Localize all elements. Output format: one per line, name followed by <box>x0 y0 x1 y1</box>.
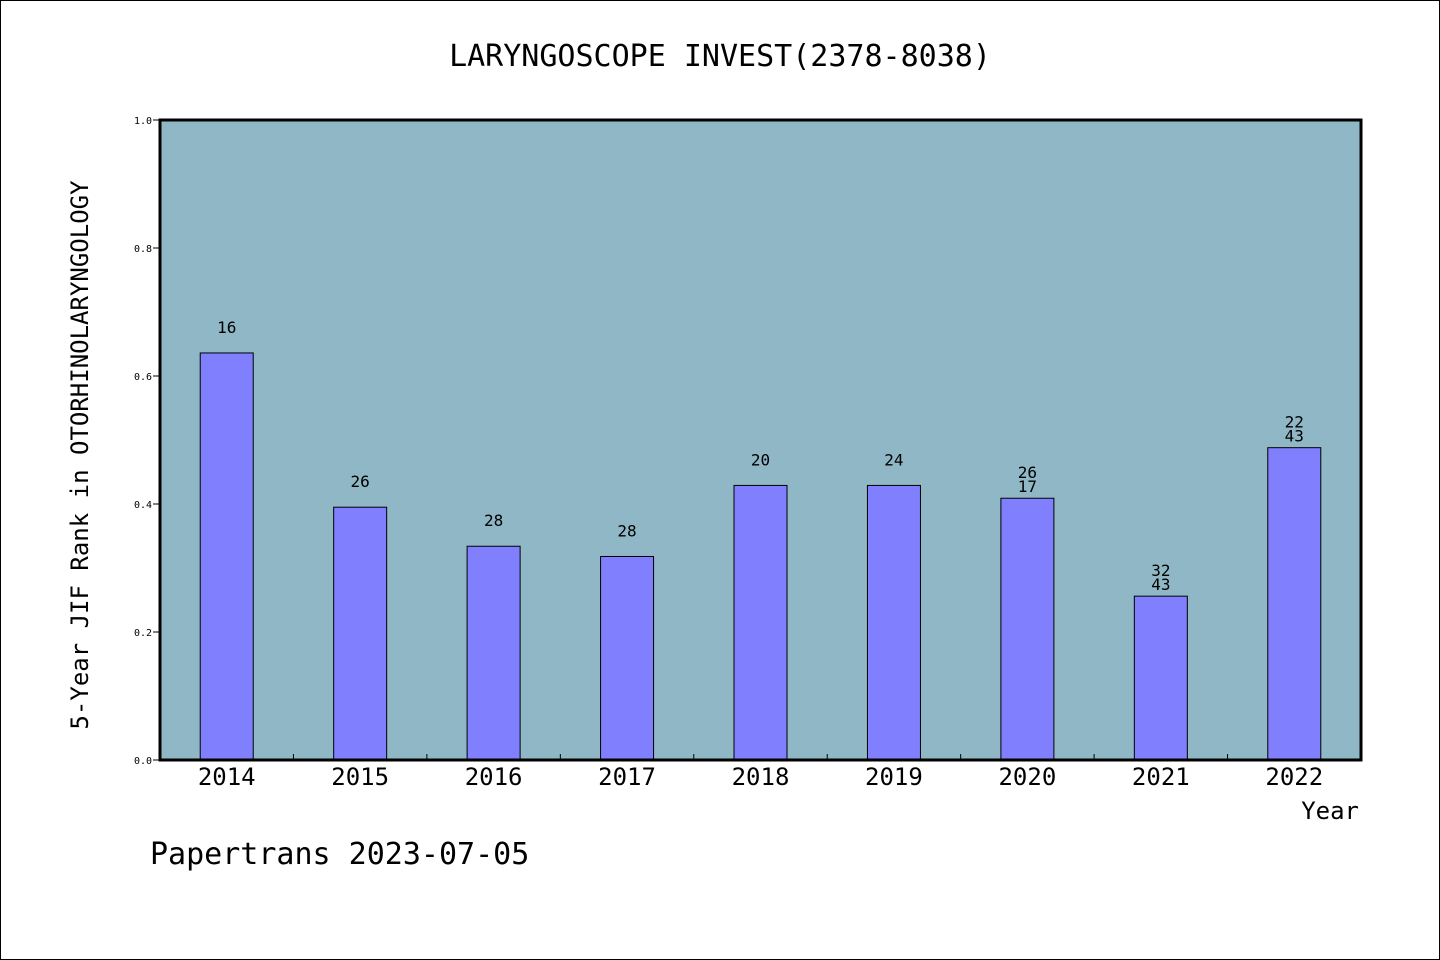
x-tick-label: 2018 <box>732 763 790 791</box>
bar-2016 <box>466 545 521 761</box>
bar-data-label: 20 <box>751 450 770 469</box>
chart-title: LARYNGOSCOPE INVEST(2378-8038) <box>449 39 991 74</box>
bar-data-label: 17 <box>1018 477 1037 496</box>
bar-2022 <box>1267 447 1322 761</box>
bar-data-label: 26 <box>1018 463 1037 482</box>
x-tick-label: 2022 <box>1265 763 1323 791</box>
plot-border <box>158 118 1363 762</box>
bar-2021 <box>1133 595 1188 761</box>
y-tick-label: 0.6 <box>134 372 152 383</box>
bar-data-label: 32 <box>1151 561 1170 580</box>
bar-2019 <box>866 484 921 761</box>
y-axis-label: 5-Year JIF Rank in OTORHINOLARYNGOLOGY <box>66 180 94 730</box>
bars-group <box>199 352 1322 761</box>
x-axis: 2014 2015 2016 2017 2018 2019 2020 2021 2022 <box>198 754 1323 791</box>
bar-2017 <box>600 555 655 761</box>
bar-data-label: 16 <box>217 318 236 337</box>
x-tick-label: 2021 <box>1132 763 1190 791</box>
bar-data-label: 43 <box>1151 575 1170 594</box>
y-tick-label: 0.4 <box>134 500 152 511</box>
bar-data-label: 28 <box>484 511 503 530</box>
y-axis: 0.0 0.2 0.4 0.6 0.8 1.0 <box>134 116 160 767</box>
bar-2015 <box>333 506 388 761</box>
y-tick-label: 0.8 <box>134 244 152 255</box>
x-tick-label: 2017 <box>598 763 656 791</box>
x-axis-label: Year <box>1301 797 1359 825</box>
x-tick-label: 2016 <box>465 763 523 791</box>
x-tick-label: 2019 <box>865 763 923 791</box>
bar-data-label: 22 <box>1285 413 1304 432</box>
bar-2014 <box>199 352 254 761</box>
y-tick-label: 0.2 <box>134 628 152 639</box>
bar-data-label: 24 <box>884 450 903 469</box>
bar-data-label: 43 <box>1285 427 1304 446</box>
x-tick-label: 2014 <box>198 763 256 791</box>
y-tick-label: 0.0 <box>134 756 152 767</box>
bar-data-label: 28 <box>617 521 636 540</box>
footer-text: Papertrans 2023-07-05 <box>150 837 529 872</box>
bar-2020 <box>1000 497 1055 761</box>
bar-data-label: 26 <box>351 472 370 491</box>
x-tick-label: 2020 <box>998 763 1056 791</box>
x-tick-label: 2015 <box>331 763 389 791</box>
y-tick-label: 1.0 <box>134 116 152 127</box>
bar-2018 <box>733 484 788 761</box>
